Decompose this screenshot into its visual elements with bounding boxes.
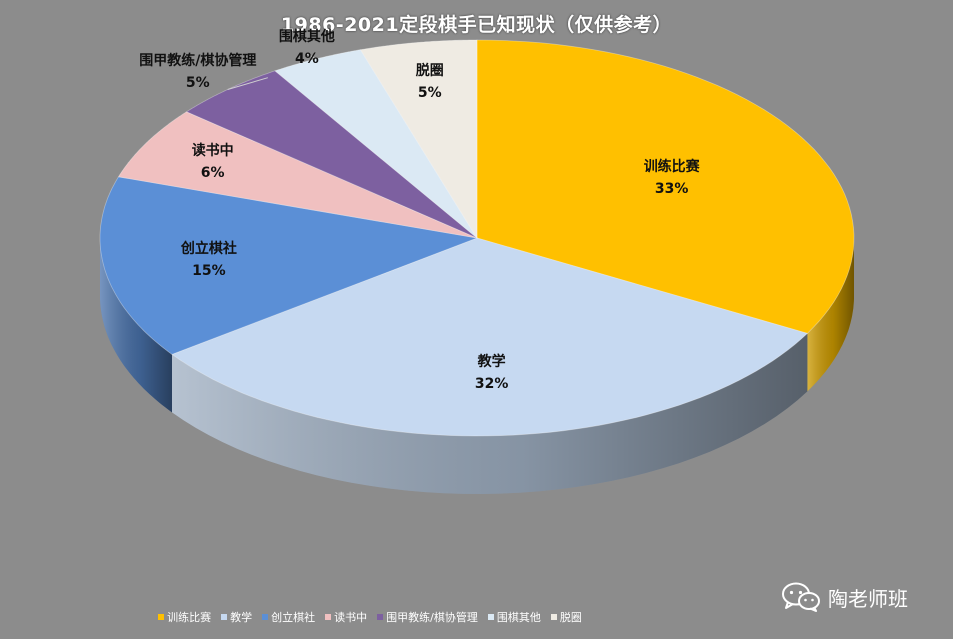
- data-label-value-4: 5%: [185, 74, 210, 91]
- data-label-value-3: 6%: [200, 164, 225, 181]
- pie-slice-0: [476, 39, 855, 334]
- data-label-4: 围甲教练/棋协管理 5%: [139, 50, 256, 94]
- data-label-value-1: 32%: [474, 375, 509, 392]
- pie-slice-1: [171, 237, 809, 437]
- legend-label-6: 脱圈: [559, 611, 582, 624]
- wechat-icon: [782, 582, 820, 612]
- data-label-5: 围棋其他 4%: [279, 26, 335, 70]
- data-label-name-5: 围棋其他: [278, 29, 335, 46]
- data-label-name-4: 围甲教练/棋协管理: [139, 52, 257, 69]
- legend-item-3: 读书中: [325, 609, 367, 625]
- data-label-0: 训练比赛 33%: [644, 156, 700, 200]
- legend-item-1: 教学: [221, 609, 252, 625]
- data-label-name-2: 创立棋社: [180, 241, 237, 258]
- pie-side-shade-2: [100, 238, 172, 413]
- legend-item-6: 脱圈: [550, 609, 582, 625]
- leader-line-4: [227, 77, 268, 90]
- data-label-name-1: 教学: [477, 353, 506, 370]
- pie-slice-2: [99, 176, 479, 355]
- data-label-6: 脱圈 5%: [416, 60, 444, 104]
- legend-item-5: 围棋其他: [487, 609, 541, 625]
- legend-item-0: 训练比赛: [158, 609, 211, 625]
- legend-swatch-5: [487, 614, 494, 620]
- data-label-2: 创立棋社 15%: [181, 238, 237, 282]
- legend-label-2: 创立棋社: [271, 611, 316, 624]
- legend-swatch-1: [221, 614, 228, 620]
- legend-label-0: 训练比赛: [167, 611, 212, 624]
- legend-swatch-6: [550, 614, 557, 620]
- legend-swatch-3: [325, 614, 332, 620]
- chart-title: 1986-2021定段棋手已知现状（仅供参考）: [280, 14, 673, 36]
- chart-legend: 训练比赛 教学 创立棋社 读书中 围甲教练/棋协管理 围棋其他 脱圈: [0, 609, 740, 625]
- data-label-value-6: 5%: [417, 84, 442, 101]
- pie-slice-3: [117, 111, 478, 239]
- data-label-name-0: 训练比赛: [643, 158, 700, 175]
- data-label-name-3: 读书中: [191, 142, 234, 159]
- data-label-name-6: 脱圈: [415, 62, 444, 79]
- pie-side-shade-0: [807, 238, 854, 392]
- data-label-3: 读书中 6%: [192, 140, 234, 184]
- data-label-value-0: 33%: [654, 180, 689, 197]
- legend-swatch-2: [262, 614, 269, 620]
- legend-swatch-4: [377, 614, 384, 620]
- legend-label-1: 教学: [230, 611, 253, 624]
- pie-side-shade-1: [172, 333, 808, 494]
- watermark-text: 陶老师班: [828, 586, 908, 611]
- legend-label-3: 读书中: [334, 611, 368, 624]
- legend-item-2: 创立棋社: [262, 609, 315, 625]
- leader-line-5: [306, 53, 317, 60]
- pie-slice-6: [359, 39, 478, 240]
- data-label-1: 教学 32%: [475, 351, 509, 395]
- data-label-value-5: 4%: [295, 51, 319, 68]
- watermark: 陶老师班: [782, 582, 908, 612]
- legend-swatch-0: [158, 614, 165, 620]
- data-label-value-2: 15%: [192, 263, 226, 280]
- legend-item-4: 围甲教练/棋协管理: [377, 609, 478, 625]
- legend-label-5: 围棋其他: [496, 611, 541, 624]
- legend-label-4: 围甲教练/棋协管理: [386, 611, 478, 624]
